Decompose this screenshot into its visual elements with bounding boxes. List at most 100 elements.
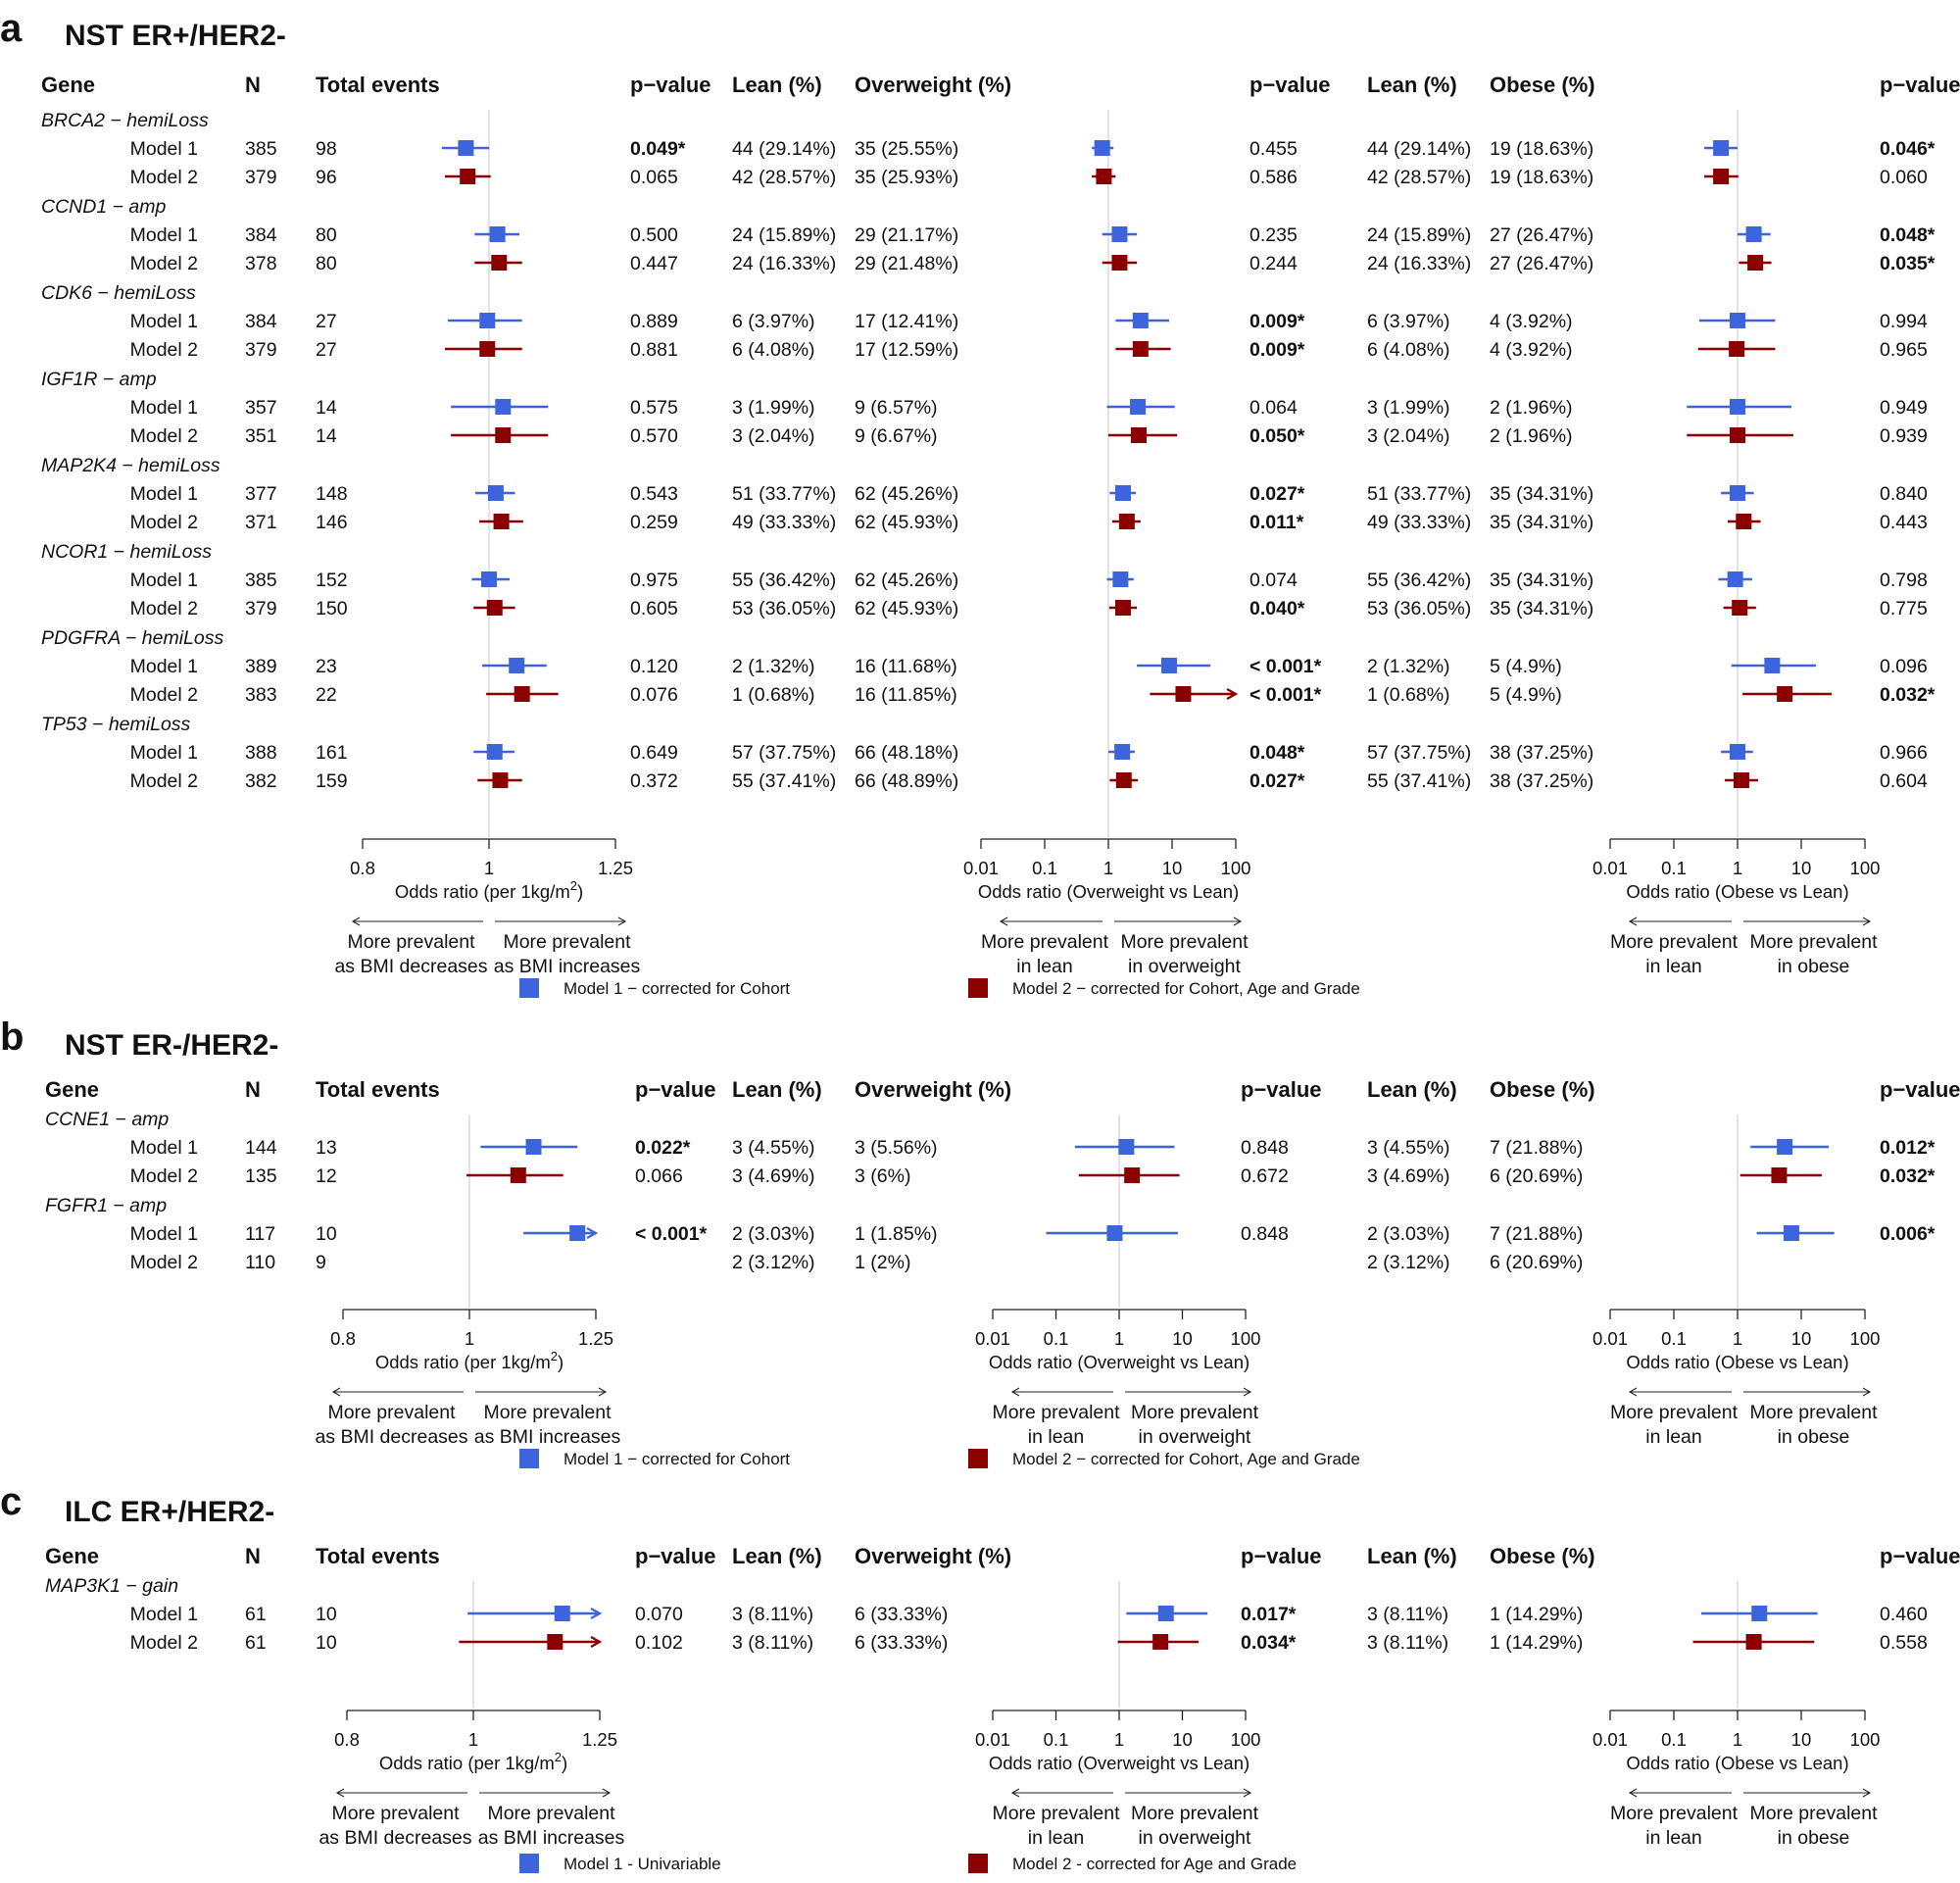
bmi-estimate-point xyxy=(492,772,509,788)
lean-count: 24 (15.89%) xyxy=(1367,224,1471,246)
bmi-direction-right-label: as BMI increases xyxy=(474,1426,621,1448)
overweight-estimate-point xyxy=(1094,140,1110,156)
lean-count: 6 (4.08%) xyxy=(732,339,815,361)
p-value-obese: 0.012* xyxy=(1880,1137,1936,1159)
p-value-obese: 0.032* xyxy=(1880,684,1936,706)
overweight-tick-label: 1 xyxy=(1103,858,1113,878)
p-value-bmi: 0.975 xyxy=(630,570,678,591)
p-value-bmi: 0.543 xyxy=(630,483,678,505)
overweight-estimate-point xyxy=(1118,1139,1135,1155)
p-value-obese: 0.006* xyxy=(1880,1223,1936,1245)
bmi-estimate-arrow xyxy=(590,1636,603,1648)
bmi-tick-label: 1 xyxy=(484,858,494,878)
p-value-bmi: 0.076 xyxy=(630,684,678,706)
n-value: 383 xyxy=(245,684,277,706)
overweight-tick-label: 0.1 xyxy=(1044,1729,1069,1750)
events-value: 13 xyxy=(316,1137,337,1159)
overweight-count: 16 (11.85%) xyxy=(855,684,957,706)
obese-estimate-point xyxy=(1777,686,1793,702)
obese-estimate-point xyxy=(1727,571,1743,587)
lean-count: 3 (8.11%) xyxy=(1367,1604,1448,1625)
bmi-estimate-point xyxy=(525,1139,542,1155)
p-value-obese: 0.035* xyxy=(1880,253,1936,274)
legend-model2-swatch xyxy=(968,1854,988,1873)
bmi-estimate-point xyxy=(491,255,508,271)
lean-count: 51 (33.77%) xyxy=(1367,483,1471,505)
gene-label: CDK6 − hemiLoss xyxy=(41,282,196,304)
p-value-obese: 0.840 xyxy=(1880,483,1928,505)
lean-count: 55 (37.41%) xyxy=(732,770,836,792)
bmi-estimate-point xyxy=(569,1225,586,1241)
p-value-bmi: 0.066 xyxy=(635,1165,683,1187)
n-value: 144 xyxy=(245,1137,277,1159)
panel-label: a xyxy=(0,7,23,50)
n-value: 135 xyxy=(245,1165,277,1187)
bmi-estimate-point xyxy=(554,1606,570,1621)
column-header: Obese (%) xyxy=(1490,73,1595,97)
bmi-axis-label-text: Odds ratio (per 1kg/m xyxy=(379,1753,555,1773)
lean-count: 3 (8.11%) xyxy=(732,1604,813,1625)
model-label: Model 1 xyxy=(130,570,198,591)
n-value: 378 xyxy=(245,253,277,274)
n-value: 351 xyxy=(245,425,277,447)
p-value-obese: 0.032* xyxy=(1880,1165,1936,1187)
obese-count: 2 (1.96%) xyxy=(1490,425,1573,447)
obese-tick-label: 10 xyxy=(1791,1729,1812,1750)
gene-label: IGF1R − amp xyxy=(41,369,157,390)
lean-count: 2 (3.12%) xyxy=(732,1252,815,1273)
overweight-estimate-point xyxy=(1114,744,1131,760)
legend-model1-swatch xyxy=(519,978,539,998)
bmi-estimate-point xyxy=(479,313,496,328)
events-value: 27 xyxy=(316,311,337,332)
obese-count: 5 (4.9%) xyxy=(1490,684,1562,706)
events-value: 161 xyxy=(316,742,348,764)
p-value-overweight: 0.074 xyxy=(1250,570,1298,591)
overweight-direction-right-arrowhead xyxy=(1233,917,1243,926)
column-header: Lean (%) xyxy=(1367,1544,1457,1568)
obese-estimate-point xyxy=(1732,600,1748,616)
bmi-axis-label: Odds ratio (per 1kg/m2) xyxy=(395,878,583,902)
overweight-estimate-point xyxy=(1106,1225,1123,1241)
obese-tick-label: 0.01 xyxy=(1592,1729,1628,1750)
obese-count: 5 (4.9%) xyxy=(1490,656,1562,677)
overweight-tick-label: 0.01 xyxy=(975,1729,1010,1750)
p-value-overweight: 0.244 xyxy=(1250,253,1298,274)
overweight-direction-right-label: More prevalent xyxy=(1120,931,1249,953)
n-value: 379 xyxy=(245,339,277,361)
legend-model1-swatch xyxy=(519,1449,539,1468)
n-value: 377 xyxy=(245,483,277,505)
obese-tick-label: 10 xyxy=(1791,858,1812,878)
overweight-tick-label: 0.01 xyxy=(963,858,999,878)
p-value-bmi: 0.575 xyxy=(630,397,678,419)
overweight-direction-left-label: in lean xyxy=(1028,1827,1084,1849)
obese-estimate-point xyxy=(1729,341,1745,357)
model-label: Model 1 xyxy=(130,1137,198,1159)
overweight-tick-label: 1 xyxy=(1114,1729,1124,1750)
column-header: Total events xyxy=(316,73,440,97)
bmi-axis-label-end: ) xyxy=(577,881,583,902)
obese-count: 1 (14.29%) xyxy=(1490,1604,1583,1625)
obese-direction-right-label: More prevalent xyxy=(1749,931,1878,953)
obese-count: 6 (20.69%) xyxy=(1490,1165,1583,1187)
model-label: Model 2 xyxy=(130,770,198,792)
model-label: Model 2 xyxy=(130,1252,198,1273)
p-value-overweight: 0.040* xyxy=(1250,598,1305,619)
lean-count: 24 (15.89%) xyxy=(732,224,836,246)
obese-count: 27 (26.47%) xyxy=(1490,224,1593,246)
p-value-overweight: 0.455 xyxy=(1250,138,1298,160)
p-value-obese: 0.558 xyxy=(1880,1632,1928,1654)
column-header: p−value xyxy=(635,1077,716,1102)
obese-direction-left-label: More prevalent xyxy=(1610,931,1739,953)
bmi-direction-left-arrowhead xyxy=(331,1387,341,1397)
p-value-bmi: 0.065 xyxy=(630,167,678,188)
p-value-overweight: 0.050* xyxy=(1250,425,1305,447)
overweight-tick-label: 10 xyxy=(1172,1328,1193,1349)
lean-count: 53 (36.05%) xyxy=(732,598,836,619)
overweight-direction-right-label: in overweight xyxy=(1139,1827,1251,1849)
bmi-direction-left-arrowhead xyxy=(351,917,361,926)
bmi-axis-label-end: ) xyxy=(562,1753,567,1773)
events-value: 9 xyxy=(316,1252,326,1273)
p-value-bmi: 0.570 xyxy=(630,425,678,447)
p-value-bmi: 0.102 xyxy=(635,1632,683,1654)
p-value-overweight: 0.017* xyxy=(1241,1604,1297,1625)
